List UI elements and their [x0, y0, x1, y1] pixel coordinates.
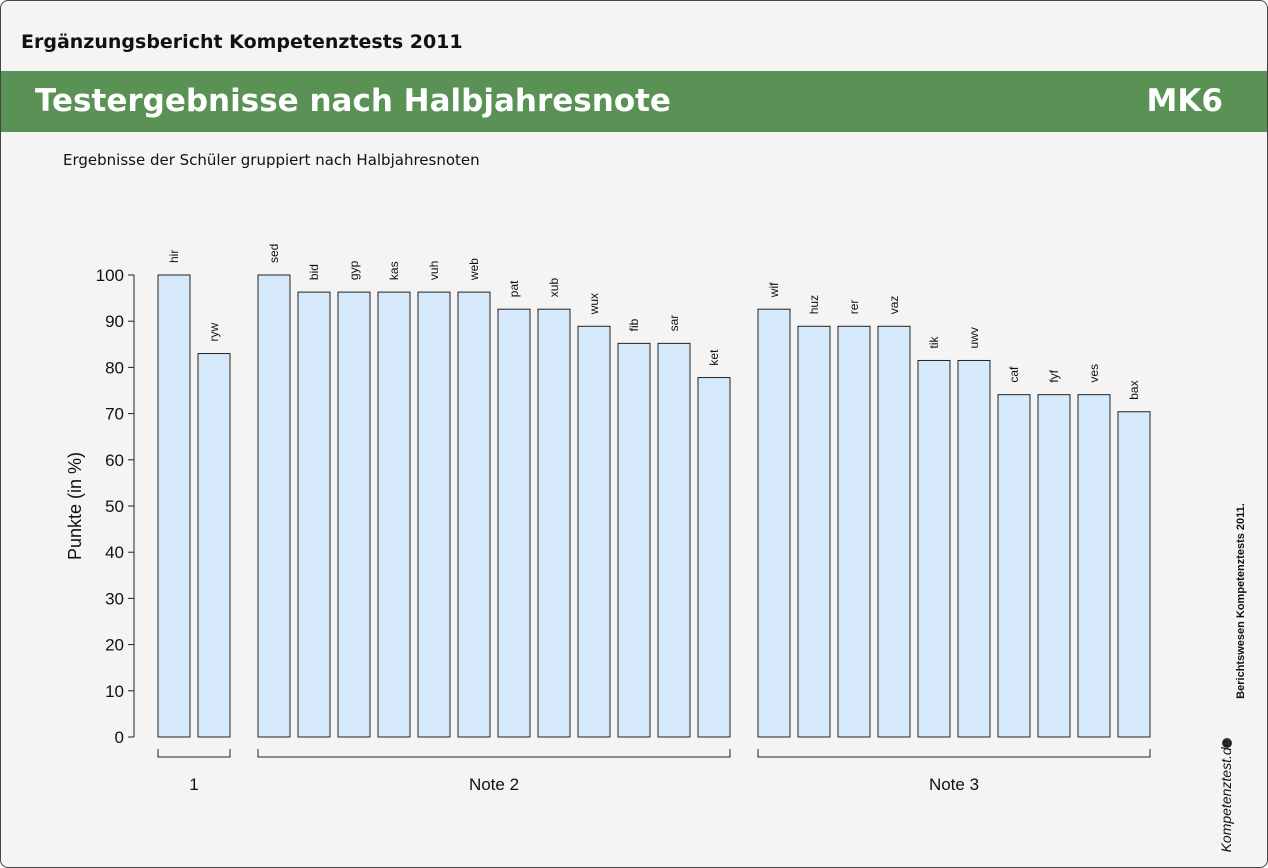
bar-label: ryw [207, 323, 221, 342]
bar [797, 325, 831, 738]
side-text: Berichtswesen Kompetenztests 2011. [1235, 503, 1247, 699]
group-label: Note 3 [929, 775, 979, 794]
bar [297, 291, 331, 738]
bar-label: huz [807, 295, 821, 314]
bar [1037, 394, 1071, 738]
bar [457, 291, 491, 738]
y-tick-label: 60 [105, 451, 124, 470]
header-title: Ergänzungsbericht Kompetenztests 2011 [21, 31, 463, 53]
bar [537, 308, 571, 738]
bar-label: ket [707, 349, 721, 366]
y-tick-label: 40 [105, 543, 124, 562]
bar-label: pat [507, 280, 521, 297]
bar-label: ves [1087, 364, 1101, 383]
bar [617, 342, 651, 738]
bar [957, 359, 991, 738]
bar [997, 394, 1031, 738]
bar [157, 274, 191, 738]
bar [757, 308, 791, 738]
y-tick-label: 50 [105, 497, 124, 516]
y-tick-label: 10 [105, 682, 124, 701]
y-tick-label: 20 [105, 636, 124, 655]
y-tick-label: 30 [105, 589, 124, 608]
logo: Kompetenztest.de [1218, 739, 1234, 852]
y-tick-label: 0 [115, 728, 124, 747]
group-label: 1 [189, 775, 198, 794]
bar-label: kas [387, 261, 401, 280]
y-tick-label: 80 [105, 358, 124, 377]
y-tick-label: 70 [105, 405, 124, 424]
bar-label: bid [307, 264, 321, 280]
bar [577, 325, 611, 738]
bar [657, 342, 691, 738]
subtitle: Ergebnisse der Schüler gruppiert nach Ha… [63, 151, 480, 169]
bar-label: tik [927, 335, 941, 348]
group-bracket [157, 749, 231, 758]
bar-label: bax [1127, 380, 1141, 399]
banner: Testergebnisse nach Halbjahresnote MK6 [1, 71, 1267, 132]
bar [377, 291, 411, 738]
bar-label: xub [547, 278, 561, 298]
bar-label: vuh [427, 261, 441, 280]
bar [1117, 411, 1151, 738]
bar-label: wux [587, 293, 601, 315]
bar [837, 325, 871, 738]
bar-label: vaz [887, 296, 901, 315]
logo-icon [1222, 738, 1232, 748]
bar-label: caf [1007, 366, 1021, 383]
bar [417, 291, 451, 738]
bar-label: sar [667, 315, 681, 332]
bar-label: web [467, 258, 481, 281]
y-tick-label: 90 [105, 312, 124, 331]
group-label: Note 2 [469, 775, 519, 794]
bar [917, 359, 951, 738]
banner-title: Testergebnisse nach Halbjahresnote [35, 83, 671, 119]
y-tick-label: 100 [96, 266, 124, 285]
bar [337, 291, 371, 738]
bar [697, 377, 731, 738]
group-bracket [757, 749, 1151, 758]
bar [497, 308, 531, 738]
banner-code: MK6 [1146, 83, 1223, 119]
bar [257, 274, 291, 738]
bar-label: uwv [967, 327, 981, 348]
y-axis-label: Punkte (in %) [65, 452, 85, 560]
group-bracket [257, 749, 731, 758]
bar-label: rer [847, 300, 861, 315]
bar [1077, 394, 1111, 738]
bar-label: fib [627, 318, 641, 331]
bar [877, 325, 911, 738]
bar-label: gyp [347, 260, 361, 280]
bar-label: wif [767, 282, 781, 298]
bar [197, 353, 231, 738]
bar-label: sed [267, 244, 281, 263]
bar-label: fyf [1047, 369, 1061, 382]
bar-label: hir [167, 250, 181, 263]
